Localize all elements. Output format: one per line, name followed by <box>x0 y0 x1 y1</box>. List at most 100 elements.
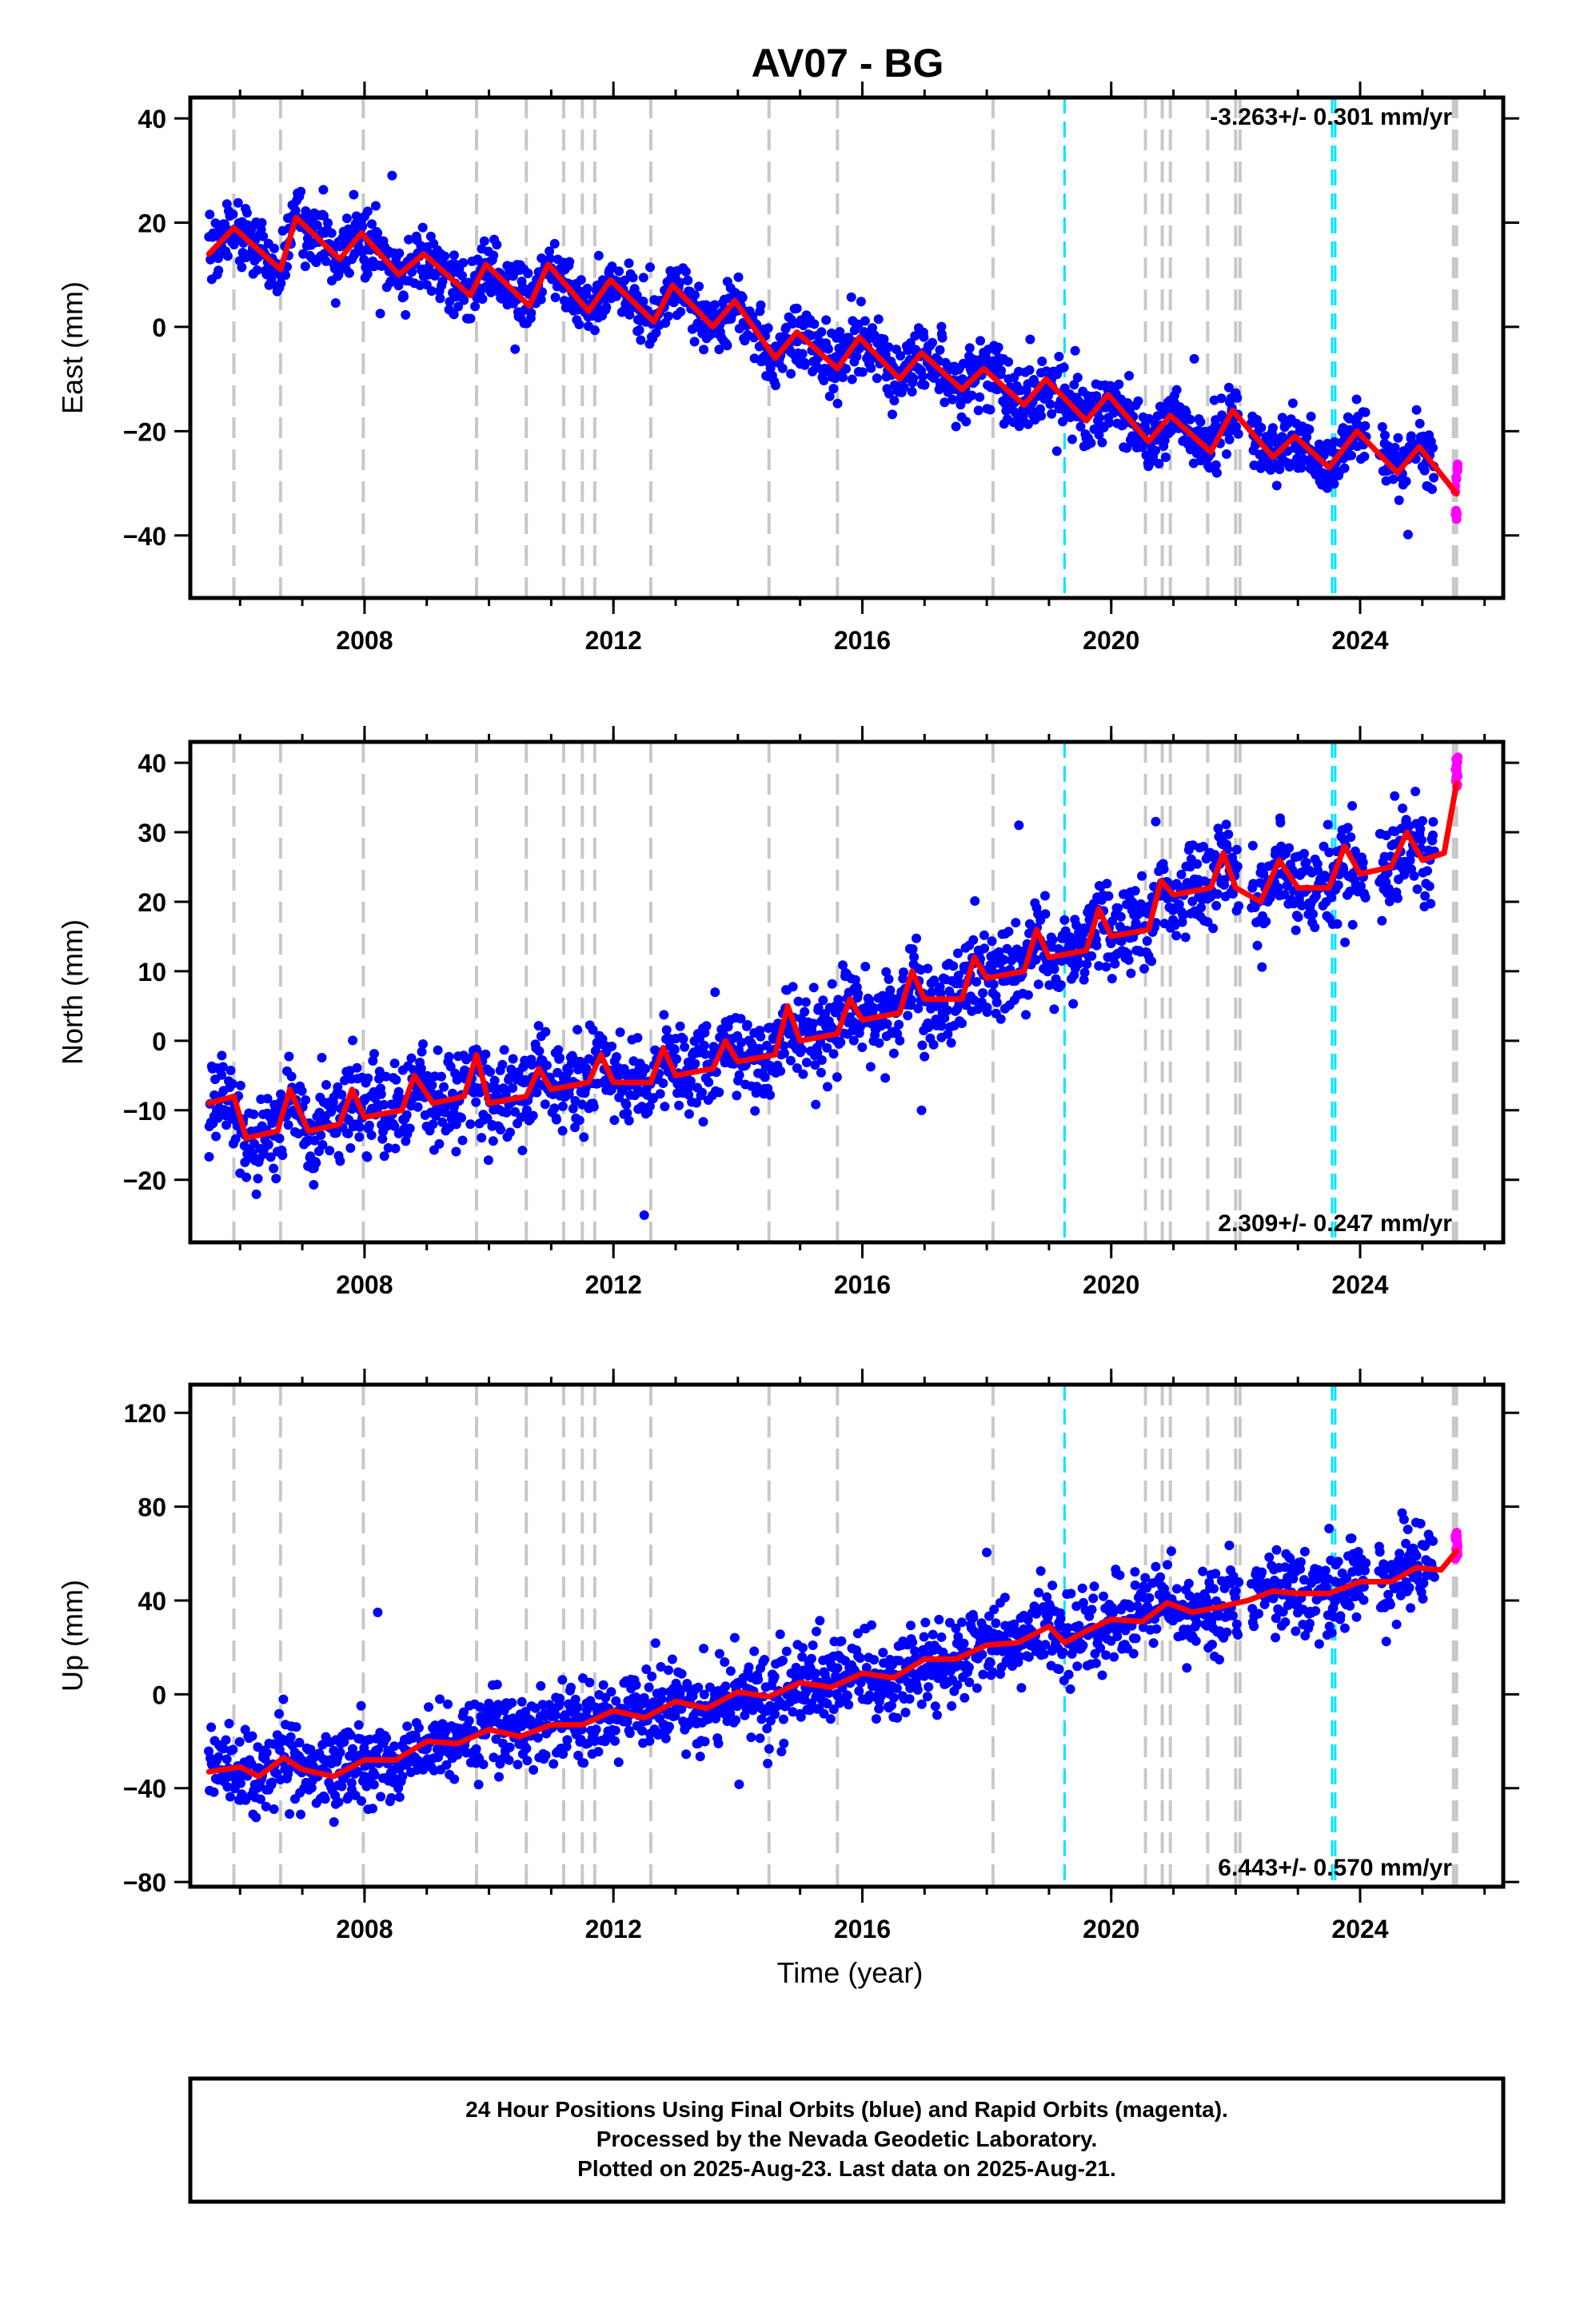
x-tick-label: 2008 <box>336 1270 393 1299</box>
final-orbit-point <box>690 1059 700 1069</box>
final-orbit-point <box>776 1066 785 1076</box>
final-orbit-point <box>418 1039 428 1049</box>
final-orbit-point <box>1402 476 1411 486</box>
final-orbit-point <box>906 1620 916 1630</box>
final-orbit-point <box>681 1749 691 1759</box>
final-orbit-point <box>380 1151 389 1161</box>
final-orbit-point <box>1066 1684 1075 1694</box>
final-orbit-point <box>929 1040 939 1050</box>
final-orbit-point <box>661 1734 671 1744</box>
final-orbit-point <box>912 934 921 943</box>
final-orbit-point <box>480 237 489 246</box>
final-orbit-point <box>732 1090 741 1100</box>
final-orbit-point <box>778 1656 788 1665</box>
final-orbit-point <box>418 223 428 233</box>
final-orbit-point <box>413 1102 423 1112</box>
rate-label: -3.263+/- 0.301 mm/yr <box>1210 104 1452 130</box>
final-orbit-point <box>750 1106 760 1116</box>
final-orbit-point <box>961 417 971 426</box>
final-orbit-point <box>771 381 780 390</box>
final-orbit-point <box>616 1027 625 1037</box>
final-orbit-point <box>1394 496 1404 505</box>
final-orbit-point <box>809 319 819 329</box>
final-orbit-point <box>414 1723 424 1732</box>
final-orbit-point <box>1428 831 1438 840</box>
final-orbit-point <box>726 1666 736 1676</box>
final-orbit-point <box>1039 1649 1049 1659</box>
final-orbit-point <box>1223 830 1233 839</box>
final-orbit-point <box>309 1180 318 1190</box>
final-orbit-point <box>373 229 382 238</box>
final-orbit-point <box>507 1698 517 1708</box>
final-orbit-point <box>357 221 367 231</box>
final-orbit-point <box>734 273 744 282</box>
x-tick-label: 2012 <box>585 626 642 655</box>
final-orbit-point <box>209 1788 219 1797</box>
final-orbit-point <box>269 1164 278 1174</box>
final-orbit-point <box>690 290 700 300</box>
final-orbit-point <box>1275 464 1284 474</box>
final-orbit-point <box>337 1090 346 1099</box>
final-orbit-point <box>905 1694 915 1704</box>
final-orbit-point <box>532 1088 541 1098</box>
final-orbit-point <box>838 373 848 382</box>
final-orbit-point <box>1352 395 1362 405</box>
final-orbit-point <box>1014 820 1023 830</box>
final-orbit-point <box>407 1054 417 1063</box>
final-orbit-point <box>920 1632 929 1642</box>
final-orbit-point <box>285 1809 294 1819</box>
final-orbit-point <box>1113 903 1123 913</box>
final-orbit-point <box>1139 964 1149 974</box>
final-orbit-point <box>1137 871 1147 881</box>
final-orbit-point <box>938 333 948 343</box>
final-orbit-point <box>924 1682 933 1692</box>
final-orbit-point <box>735 1070 744 1080</box>
y-tick-label: 30 <box>138 819 166 847</box>
final-orbit-point <box>405 1124 415 1134</box>
final-orbit-point <box>778 364 788 373</box>
final-orbit-point <box>888 409 897 419</box>
y-tick-label: 0 <box>152 313 166 342</box>
final-orbit-point <box>786 369 796 379</box>
final-orbit-point <box>730 1633 740 1643</box>
final-orbit-point <box>269 1804 279 1814</box>
final-orbit-point <box>621 1100 631 1110</box>
final-orbit-point <box>381 1733 391 1743</box>
final-orbit-point <box>1067 435 1077 444</box>
final-orbit-point <box>884 975 894 984</box>
final-orbit-point <box>856 1653 865 1663</box>
final-orbit-point <box>318 185 328 194</box>
final-orbit-point <box>424 1702 433 1712</box>
x-tick-label: 2008 <box>336 626 393 655</box>
final-orbit-point <box>715 1649 724 1659</box>
final-orbit-point <box>522 1756 532 1765</box>
final-orbit-point <box>1172 385 1182 395</box>
final-orbit-point <box>557 1675 567 1684</box>
final-orbit-point <box>948 395 957 405</box>
final-orbit-point <box>816 327 826 337</box>
final-orbit-point <box>964 1663 974 1672</box>
final-orbit-point <box>976 336 985 345</box>
final-orbit-point <box>836 1038 845 1047</box>
final-orbit-point <box>251 1812 261 1822</box>
final-orbit-point <box>931 1701 940 1711</box>
final-orbit-point <box>828 979 837 989</box>
final-orbit-point <box>1417 835 1426 845</box>
x-tick-label: 2020 <box>1083 1270 1139 1299</box>
final-orbit-point <box>1126 969 1135 979</box>
final-orbit-point <box>1073 373 1083 382</box>
final-orbit-point <box>1393 894 1402 903</box>
final-orbit-point <box>614 266 624 276</box>
final-orbit-point <box>1333 919 1343 929</box>
final-orbit-point <box>756 1032 765 1042</box>
final-orbit-point <box>848 375 857 385</box>
final-orbit-point <box>664 312 673 321</box>
final-orbit-point <box>606 1687 616 1696</box>
final-orbit-point <box>1045 400 1055 409</box>
final-orbit-point <box>983 1007 992 1017</box>
final-orbit-point <box>297 1086 307 1096</box>
final-orbit-point <box>994 343 1003 353</box>
final-orbit-point <box>875 1038 884 1048</box>
final-orbit-point <box>1097 438 1107 448</box>
final-orbit-point <box>206 1723 216 1732</box>
